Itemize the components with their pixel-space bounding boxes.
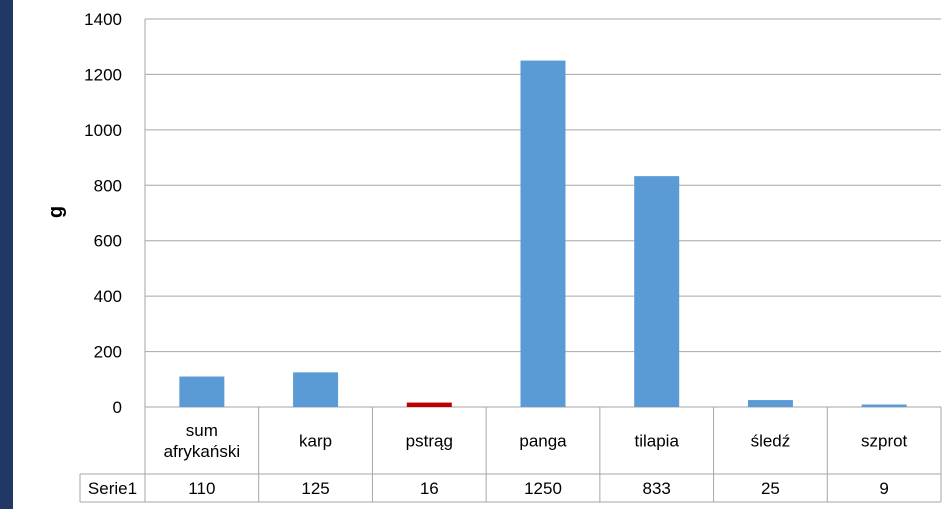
table-value-cell: 1250 xyxy=(524,479,562,498)
bar xyxy=(293,372,339,407)
table-value-cell: 25 xyxy=(761,479,780,498)
category-label: karp xyxy=(299,432,332,451)
category-label: afrykański xyxy=(164,442,241,461)
y-axis-label: g xyxy=(45,206,67,218)
y-tick-label: 1200 xyxy=(84,65,122,84)
bars xyxy=(179,60,907,407)
bar xyxy=(634,176,680,407)
y-tick-label: 1400 xyxy=(84,10,122,29)
table-value-cell: 110 xyxy=(188,479,215,498)
category-label: śledź xyxy=(751,432,791,451)
y-tick-label: 200 xyxy=(94,343,122,362)
y-tick-label: 0 xyxy=(113,398,122,417)
data-table: sum afrykański karp pstrąg panga tilapia śledź… xyxy=(79,407,942,503)
table-value-cell: 9 xyxy=(879,479,888,498)
y-axis-ticks: 0 200 400 600 800 1000 1200 1400 xyxy=(84,10,122,417)
bar xyxy=(747,400,793,407)
category-label: szprot xyxy=(861,432,908,451)
y-tick-label: 1000 xyxy=(84,121,122,140)
y-tick-label: 400 xyxy=(94,287,122,306)
bar xyxy=(179,376,225,407)
bar xyxy=(406,402,452,407)
table-value-cell: 833 xyxy=(643,479,671,498)
category-label: sum xyxy=(186,421,218,440)
table-value-cell: 16 xyxy=(420,479,439,498)
table-value-cell: 125 xyxy=(301,479,329,498)
category-label: panga xyxy=(519,432,567,451)
bar xyxy=(520,60,566,407)
category-label: pstrąg xyxy=(406,432,453,451)
category-label: tilapia xyxy=(635,432,680,451)
bar xyxy=(861,404,907,407)
series-name-label: Serie1 xyxy=(88,479,137,498)
y-tick-label: 600 xyxy=(94,232,122,251)
left-accent-bar xyxy=(0,0,13,509)
y-tick-label: 800 xyxy=(94,176,122,195)
